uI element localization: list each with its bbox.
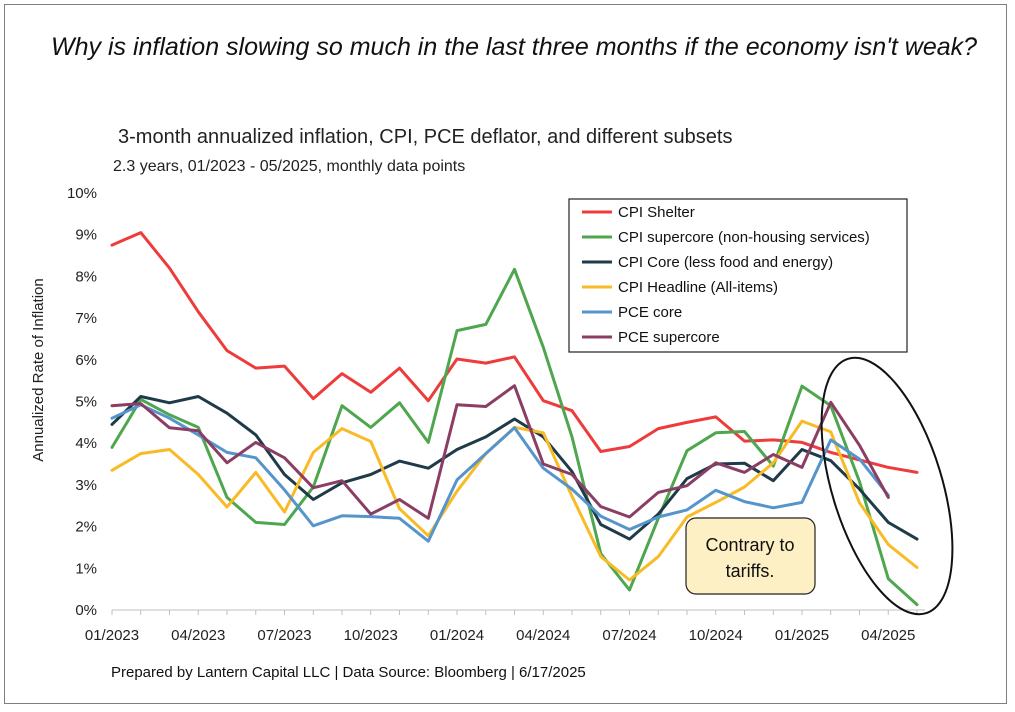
legend-label: CPI Headline (All-items) — [618, 279, 778, 296]
y-tick-label: 3% — [75, 477, 97, 494]
y-tick-labels: 0% 1% 2% 3% 4% 5% 6% 7% 8% 9% 10% — [67, 185, 97, 619]
x-tick-label: 07/2024 — [602, 627, 656, 644]
chart-subtitle: 2.3 years, 01/2023 - 05/2025, monthly da… — [113, 158, 466, 175]
legend-label: CPI Shelter — [618, 204, 695, 221]
callout-line-2: tariffs. — [726, 561, 775, 581]
y-axis-ticks — [111, 609, 925, 615]
y-tick-label: 9% — [75, 227, 97, 244]
x-tick-label: 04/2025 — [861, 627, 915, 644]
callout-line-1: Contrary to — [705, 535, 794, 555]
legend-label: CPI supercore (non-housing services) — [618, 229, 870, 246]
series-line-cpi-supercore-non-housing-services — [110, 267, 919, 607]
x-tick-label: 01/2023 — [85, 627, 139, 644]
x-tick-label: 01/2024 — [430, 627, 484, 644]
chart-title: 3-month annualized inflation, CPI, PCE d… — [118, 126, 733, 148]
series-line-pce-core — [110, 403, 890, 543]
chart-frame — [4, 4, 1007, 704]
series-line-cpi-core-less-food-and-energy — [110, 395, 919, 541]
y-tick-label: 4% — [75, 435, 97, 452]
y-axis-label: Annualized Rate of Inflation — [30, 278, 47, 461]
legend-label: PCE core — [618, 304, 682, 321]
legend-box — [568, 198, 908, 353]
y-tick-label: 8% — [75, 268, 97, 285]
series-lines — [110, 231, 919, 607]
y-tick-label: 5% — [75, 394, 97, 411]
footer-source: Prepared by Lantern Capital LLC | Data S… — [111, 664, 586, 681]
x-tick-label: 01/2025 — [775, 627, 829, 644]
y-tick-label: 0% — [75, 602, 97, 619]
x-tick-label: 04/2024 — [516, 627, 570, 644]
x-tick-label: 10/2024 — [689, 627, 743, 644]
x-tick-labels: 01/2023 04/2023 07/2023 10/2023 01/2024 04/20… — [85, 627, 915, 644]
x-tick-label: 07/2023 — [257, 627, 311, 644]
y-tick-label: 7% — [75, 310, 97, 327]
series-line-pce-supercore — [110, 384, 890, 520]
y-tick-label: 10% — [67, 185, 97, 202]
callout-box: Contrary to tariffs. — [685, 517, 816, 595]
highlight-ellipse — [820, 356, 954, 616]
x-tick-label: 10/2023 — [344, 627, 398, 644]
x-tick-label: 04/2023 — [171, 627, 225, 644]
y-tick-label: 2% — [75, 519, 97, 536]
headline: Why is inflation slowing so much in the … — [51, 33, 978, 61]
legend: CPI Shelter CPI supercore (non-housing se… — [568, 198, 908, 353]
y-tick-label: 1% — [75, 560, 97, 577]
legend-label: CPI Core (less food and energy) — [618, 254, 833, 271]
legend-label: PCE supercore — [618, 329, 720, 346]
y-tick-label: 6% — [75, 352, 97, 369]
